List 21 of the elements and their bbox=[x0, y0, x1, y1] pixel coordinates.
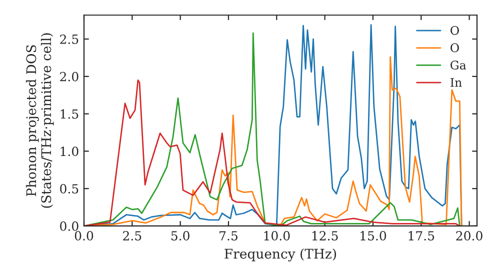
y-axis-title: Phonon projected DOS (States/THz·primitive cell) bbox=[26, 33, 54, 208]
y-tick-label: 0.0 bbox=[60, 221, 78, 231]
x-tick-label: 15.0 bbox=[360, 231, 386, 240]
y-tick-label: 2.5 bbox=[60, 34, 78, 44]
x-tick-label: 20.0 bbox=[456, 231, 482, 240]
legend-label: O bbox=[450, 43, 459, 52]
x-tick-label: 2.5 bbox=[123, 231, 142, 240]
y-tick-label: 0.5 bbox=[60, 184, 78, 194]
legend-label: O bbox=[450, 26, 459, 35]
y-tick-label: 2.0 bbox=[60, 72, 78, 82]
y-tick-label: 1.5 bbox=[60, 109, 78, 119]
x-tick-label: 0.0 bbox=[74, 231, 94, 240]
x-tick-label: 10.0 bbox=[264, 231, 290, 240]
x-tick-label: 12.5 bbox=[312, 231, 338, 240]
x-axis-title: Frequency (THz) bbox=[224, 248, 336, 262]
legend-label: In bbox=[450, 78, 462, 87]
y-tick-label: 1.0 bbox=[60, 146, 78, 156]
x-tick-label: 5.0 bbox=[171, 231, 190, 240]
x-tick-label: 17.5 bbox=[408, 231, 434, 240]
legend-label: Ga bbox=[450, 60, 466, 70]
x-tick-label: 7.5 bbox=[220, 231, 238, 240]
